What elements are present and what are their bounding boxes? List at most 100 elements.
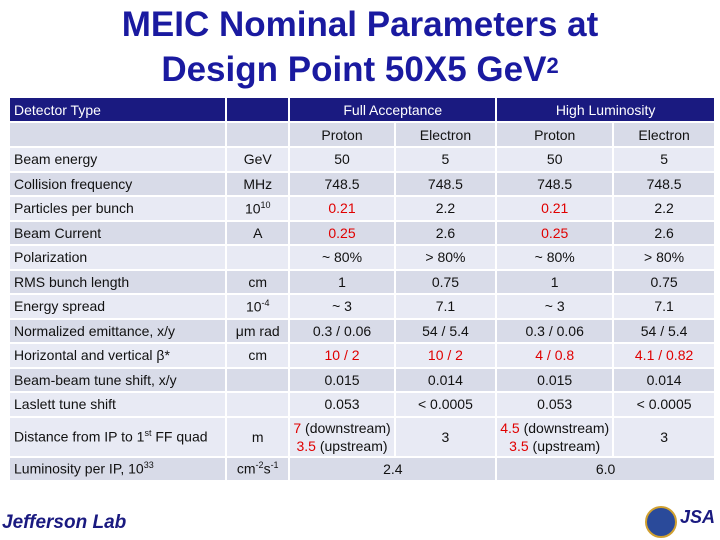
row-unit: GeV xyxy=(227,148,289,171)
table-row: Collision frequency MHz 748.5 748.5 748.5 748… xyxy=(10,172,714,195)
cell-full-electron: 748.5 xyxy=(395,172,496,195)
row-label: Beam Current xyxy=(10,221,226,244)
row-unit: A xyxy=(227,221,289,244)
slide-title: MEIC Nominal Parameters at Design Point … xyxy=(0,2,720,92)
row-label: Collision frequency xyxy=(10,172,226,195)
table-row: Energy spread 10-4 ~ 3 7.1 ~ 3 7.1 xyxy=(10,295,714,318)
cell-high-electron: > 80% xyxy=(614,246,714,269)
cell-high-proton: 0.053 xyxy=(497,393,613,416)
subheader-blank-1 xyxy=(10,123,226,146)
cell-high-electron: 0.75 xyxy=(614,270,714,293)
table-row: Horizontal and vertical β* cm 10 / 2 10 / 2… xyxy=(10,344,714,367)
row-label: Polarization xyxy=(10,246,226,269)
footer-bar xyxy=(0,507,720,540)
row-label: Horizontal and vertical β* xyxy=(10,344,226,367)
table-row: Beam energy GeV 50 5 50 5 xyxy=(10,148,714,171)
cell-full-proton: 748.5 xyxy=(290,172,394,195)
row-unit: MHz xyxy=(227,172,289,195)
row-unit: cm xyxy=(227,344,289,367)
row-unit xyxy=(227,368,289,391)
cell-high-electron: 7.1 xyxy=(614,295,714,318)
cell-full-proton: 50 xyxy=(290,148,394,171)
cell-high-electron: 2.6 xyxy=(614,221,714,244)
cell-full-proton: 0.21 xyxy=(290,197,394,220)
cell-full-electron: 0.014 xyxy=(395,368,496,391)
row-unit: μm rad xyxy=(227,319,289,342)
cell-high-electron: 748.5 xyxy=(614,172,714,195)
header-full-acceptance: Full Acceptance xyxy=(290,98,496,121)
row-label: Distance from IP to 1st FF quad xyxy=(10,417,226,456)
cell-full-proton: 0.3 / 0.06 xyxy=(290,319,394,342)
row-label: Particles per bunch xyxy=(10,197,226,220)
table-row-luminosity: Luminosity per IP, 1033 cm-2s-1 2.4 6.0 xyxy=(10,457,714,480)
cell-high-proton: 0.25 xyxy=(497,221,613,244)
cell-full-electron: 0.75 xyxy=(395,270,496,293)
cell-full-proton: 0.053 xyxy=(290,393,394,416)
jsa-logo: JSA xyxy=(680,507,716,527)
cell-full-electron: 5 xyxy=(395,148,496,171)
subheader-proton-full: Proton xyxy=(290,123,394,146)
cell-high-proton: 4.5 (downstream) 3.5 (upstream) xyxy=(497,417,613,456)
cell-full-electron: < 0.0005 xyxy=(395,393,496,416)
table-row: Normalized emittance, x/y μm rad 0.3 / 0.0… xyxy=(10,319,714,342)
parameters-table: Detector Type Full Acceptance High Lumin… xyxy=(8,96,716,482)
cell-full-proton: 0.015 xyxy=(290,368,394,391)
row-label: Normalized emittance, x/y xyxy=(10,319,226,342)
title-line-1: MEIC Nominal Parameters at xyxy=(121,5,599,44)
cell-high-proton: 748.5 xyxy=(497,172,613,195)
cell-luminosity-full: 2.4 xyxy=(290,457,496,480)
title-line-2: Design Point 50X5 GeV2 xyxy=(161,50,559,89)
cell-full-electron: 10 / 2 xyxy=(395,344,496,367)
subheader-electron-high: Electron xyxy=(614,123,714,146)
table-row: Particles per bunch 1010 0.21 2.2 0.21 2.2 xyxy=(10,197,714,220)
cell-full-electron: > 80% xyxy=(395,246,496,269)
header-row: Detector Type Full Acceptance High Lumin… xyxy=(10,98,714,121)
row-unit: 10-4 xyxy=(227,295,289,318)
row-unit: cm-2s-1 xyxy=(227,457,289,480)
cell-full-electron: 2.6 xyxy=(395,221,496,244)
cell-full-proton: 0.25 xyxy=(290,221,394,244)
cell-high-electron: 4.1 / 0.82 xyxy=(614,344,714,367)
cell-high-proton: ~ 3 xyxy=(497,295,613,318)
header-detector-type: Detector Type xyxy=(10,98,226,121)
cell-high-proton: 1 xyxy=(497,270,613,293)
cell-full-electron: 7.1 xyxy=(395,295,496,318)
cell-high-proton: 0.21 xyxy=(497,197,613,220)
jefferson-lab-logo: Jefferson Lab xyxy=(2,512,127,533)
table-row: Laslett tune shift 0.053 < 0.0005 0.053 < 0.… xyxy=(10,393,714,416)
cell-high-electron: 0.014 xyxy=(614,368,714,391)
row-label: RMS bunch length xyxy=(10,270,226,293)
cell-full-electron: 3 xyxy=(395,417,496,456)
cell-high-electron: 54 / 5.4 xyxy=(614,319,714,342)
cell-full-electron: 54 / 5.4 xyxy=(395,319,496,342)
row-unit xyxy=(227,393,289,416)
row-unit: m xyxy=(227,417,289,456)
cell-high-electron: 2.2 xyxy=(614,197,714,220)
cell-full-electron: 2.2 xyxy=(395,197,496,220)
table-row: Beam Current A 0.25 2.6 0.25 2.6 xyxy=(10,221,714,244)
row-label: Energy spread xyxy=(10,295,226,318)
cell-high-proton: ~ 80% xyxy=(497,246,613,269)
row-unit: 1010 xyxy=(227,197,289,220)
table-row-ff-quad: Distance from IP to 1st FF quad m 7 (dow… xyxy=(10,417,714,456)
row-label: Beam energy xyxy=(10,148,226,171)
subheader-proton-high: Proton xyxy=(497,123,613,146)
table-row: RMS bunch length cm 1 0.75 1 0.75 xyxy=(10,270,714,293)
header-blank xyxy=(227,98,289,121)
header-high-luminosity: High Luminosity xyxy=(497,98,714,121)
cell-full-proton: ~ 3 xyxy=(290,295,394,318)
row-label: Laslett tune shift xyxy=(10,393,226,416)
cell-full-proton: 1 xyxy=(290,270,394,293)
doe-seal-icon xyxy=(645,506,677,538)
row-label: Beam-beam tune shift, x/y xyxy=(10,368,226,391)
cell-full-proton: 7 (downstream) 3.5 (upstream) xyxy=(290,417,394,456)
cell-high-electron: 3 xyxy=(614,417,714,456)
row-unit: cm xyxy=(227,270,289,293)
cell-high-proton: 0.3 / 0.06 xyxy=(497,319,613,342)
subheader-blank-2 xyxy=(227,123,289,146)
cell-full-proton: 10 / 2 xyxy=(290,344,394,367)
cell-high-proton: 50 xyxy=(497,148,613,171)
table-row: Beam-beam tune shift, x/y 0.015 0.014 0.015… xyxy=(10,368,714,391)
cell-high-proton: 0.015 xyxy=(497,368,613,391)
cell-high-proton: 4 / 0.8 xyxy=(497,344,613,367)
